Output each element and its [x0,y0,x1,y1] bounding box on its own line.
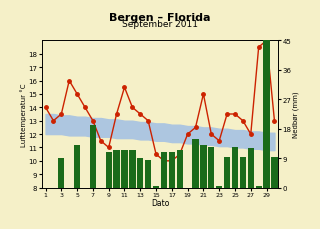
Bar [153,186,159,188]
Bar [216,186,222,188]
Bar [255,186,262,188]
Title: Bergen – Florida: Bergen – Florida [109,13,211,23]
Bar [240,157,246,188]
Bar [113,150,120,188]
Bar [58,158,65,188]
Bar [232,147,238,188]
Bar [271,157,278,188]
Y-axis label: Lufttemperatur °C: Lufttemperatur °C [20,83,27,146]
Bar [208,147,214,188]
Y-axis label: Nedbør (mm): Nedbør (mm) [293,91,300,138]
Bar [177,150,183,188]
Text: September 2011: September 2011 [122,19,198,29]
Bar [90,126,96,188]
Bar [169,152,175,188]
Bar [145,160,151,188]
Bar [200,145,207,188]
Bar [224,157,230,188]
Bar [129,150,136,188]
Bar [121,150,128,188]
Bar [161,152,167,188]
Bar [106,152,112,188]
Bar [248,149,254,188]
X-axis label: Dato: Dato [151,198,169,207]
Bar [192,139,199,188]
Bar [263,41,270,188]
Bar [137,158,143,188]
Bar [74,145,80,188]
